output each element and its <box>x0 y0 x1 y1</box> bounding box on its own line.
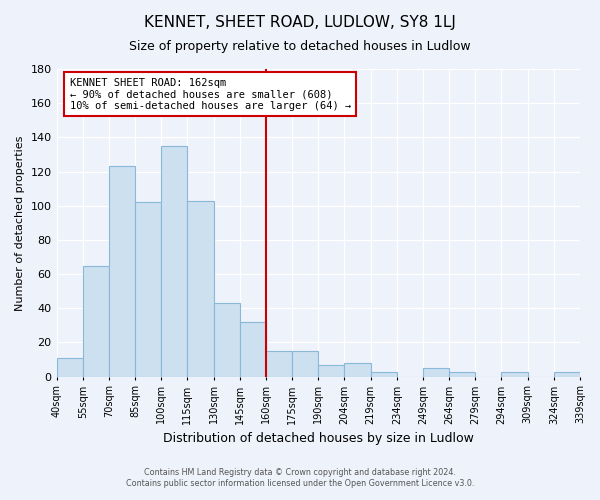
Bar <box>214 303 240 376</box>
Bar <box>449 372 475 376</box>
Text: Contains HM Land Registry data © Crown copyright and database right 2024.
Contai: Contains HM Land Registry data © Crown c… <box>126 468 474 487</box>
Bar <box>344 363 371 376</box>
Bar <box>292 351 318 376</box>
Bar <box>56 358 83 376</box>
Bar <box>187 200 214 376</box>
Bar <box>554 372 580 376</box>
X-axis label: Distribution of detached houses by size in Ludlow: Distribution of detached houses by size … <box>163 432 474 445</box>
Text: Size of property relative to detached houses in Ludlow: Size of property relative to detached ho… <box>129 40 471 53</box>
Bar <box>266 351 292 376</box>
Bar <box>423 368 449 376</box>
Bar <box>83 266 109 376</box>
Bar <box>318 364 344 376</box>
Bar <box>240 322 266 376</box>
Bar <box>502 372 527 376</box>
Bar <box>371 372 397 376</box>
Bar <box>161 146 187 376</box>
Text: KENNET, SHEET ROAD, LUDLOW, SY8 1LJ: KENNET, SHEET ROAD, LUDLOW, SY8 1LJ <box>144 15 456 30</box>
Bar <box>109 166 135 376</box>
Y-axis label: Number of detached properties: Number of detached properties <box>15 135 25 310</box>
Text: KENNET SHEET ROAD: 162sqm
← 90% of detached houses are smaller (608)
10% of semi: KENNET SHEET ROAD: 162sqm ← 90% of detac… <box>70 78 351 110</box>
Bar <box>135 202 161 376</box>
